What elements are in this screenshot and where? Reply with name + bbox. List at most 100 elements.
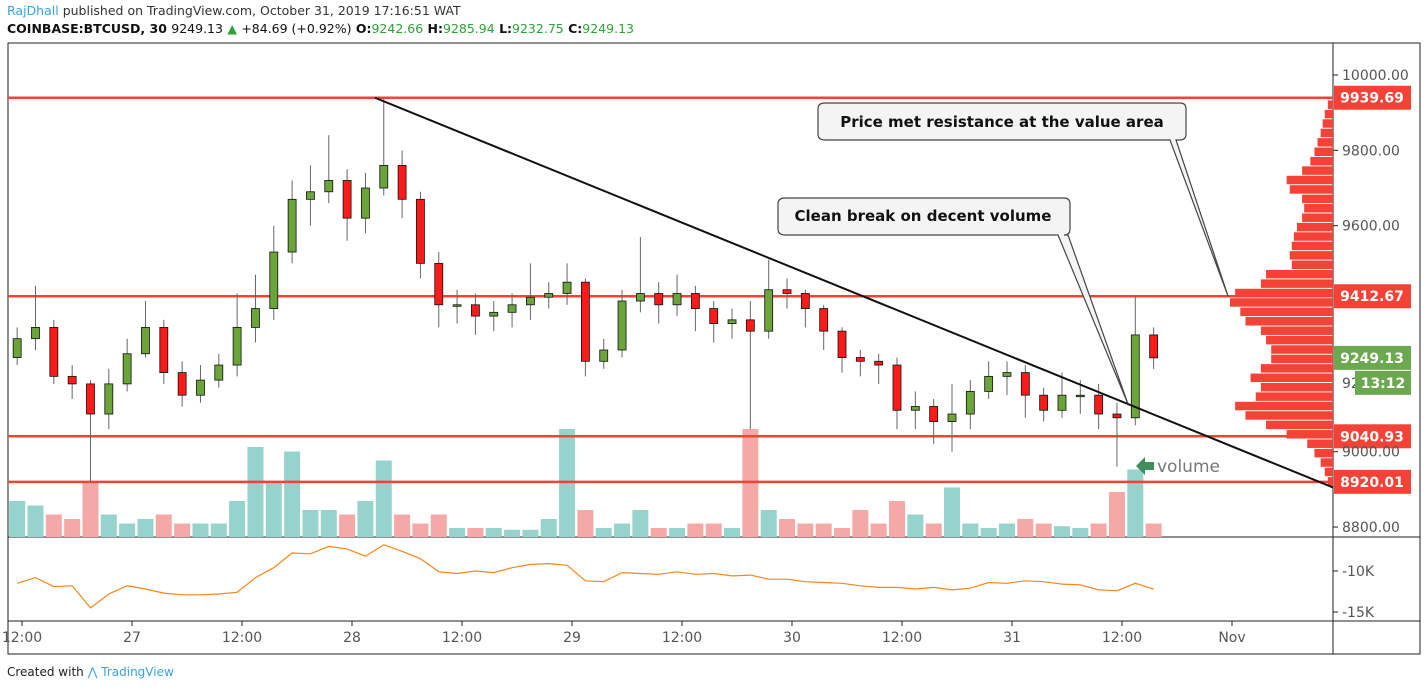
candle-body bbox=[67, 375, 77, 385]
volume-profile-bar bbox=[1324, 467, 1333, 477]
volume-profile-bar bbox=[1245, 411, 1333, 420]
volume-bar bbox=[760, 510, 777, 537]
volume-profile-bar bbox=[1235, 288, 1333, 298]
volume-bar bbox=[998, 523, 1015, 537]
volume-bar bbox=[504, 529, 521, 537]
volume-bar bbox=[1090, 523, 1107, 537]
volume-bar bbox=[650, 528, 667, 537]
candle-body bbox=[984, 375, 994, 392]
tradingview-brand[interactable]: TradingView bbox=[101, 665, 174, 679]
candle-body bbox=[306, 191, 315, 200]
volume-bar bbox=[595, 528, 612, 537]
candle bbox=[342, 169, 352, 241]
candle-body bbox=[635, 293, 645, 302]
candle bbox=[452, 289, 462, 324]
candle-body bbox=[892, 364, 902, 411]
candle bbox=[782, 278, 792, 309]
volume-annotation-text: volume bbox=[1157, 457, 1220, 477]
volume-profile-bar bbox=[1271, 345, 1333, 354]
candle bbox=[892, 357, 902, 430]
volume-bar bbox=[27, 505, 44, 537]
volume-profile-bar bbox=[1286, 430, 1333, 439]
candle-body bbox=[489, 311, 499, 317]
price-axis[interactable]: 10000.009800.009600.009000.008800.009292… bbox=[1333, 68, 1411, 536]
candle-body bbox=[1094, 394, 1104, 415]
candle bbox=[251, 274, 260, 343]
volume-bar bbox=[174, 523, 191, 537]
horizontal-levels[interactable]: 9939.69 9412.67 9040.93 8920.01 bbox=[8, 85, 1411, 494]
callout-clean-break-text: Clean break on decent volume bbox=[795, 207, 1052, 225]
candle-body bbox=[196, 379, 205, 396]
candle bbox=[526, 263, 535, 320]
level-price-label: 9412.67 bbox=[1340, 289, 1404, 305]
volume-bar bbox=[522, 529, 539, 537]
volume-annotation[interactable]: volume bbox=[1136, 457, 1220, 477]
candle bbox=[324, 135, 334, 204]
callout-resistance-text: Price met resistance at the value area bbox=[840, 113, 1164, 131]
volume-profile-bar bbox=[1260, 279, 1333, 288]
price-tick-label: 9800.00 bbox=[1342, 143, 1400, 159]
level-price-label-bg bbox=[1334, 424, 1411, 449]
volume-profile-bar bbox=[1324, 109, 1333, 119]
volume-profile-bar bbox=[1266, 269, 1333, 279]
volume-bar bbox=[724, 528, 741, 537]
candle bbox=[269, 225, 279, 320]
candle bbox=[1149, 327, 1159, 369]
volume-bars bbox=[9, 429, 1162, 537]
candle bbox=[1130, 296, 1140, 426]
level-price-label-bg bbox=[1334, 469, 1411, 494]
volume-bar bbox=[852, 510, 869, 537]
volume-profile-bar bbox=[1260, 326, 1333, 335]
volume-bar bbox=[577, 510, 594, 537]
time-tick-label: 12:00 bbox=[222, 630, 262, 646]
author-link[interactable]: RajDhall bbox=[7, 3, 59, 18]
candle bbox=[434, 252, 444, 328]
symbol-legend: COINBASE:BTCUSD, 30 9249.13 ▲ +84.69 (+0… bbox=[7, 21, 634, 36]
volume-profile-bar bbox=[1302, 194, 1333, 204]
time-tick-label: 28 bbox=[343, 630, 361, 646]
candle bbox=[599, 338, 609, 369]
close-value: 9249.13 bbox=[582, 21, 634, 36]
candle bbox=[544, 282, 554, 309]
volume-bar bbox=[1053, 526, 1070, 537]
candle-body bbox=[1149, 334, 1159, 359]
volume-bar bbox=[357, 501, 374, 537]
volume-bar bbox=[430, 514, 447, 537]
candle-body bbox=[764, 289, 774, 332]
volume-bar bbox=[1108, 492, 1125, 537]
symbol-name[interactable]: COINBASE:BTCUSD, 30 bbox=[7, 21, 167, 36]
volume-bar bbox=[1035, 523, 1052, 537]
candle bbox=[855, 349, 865, 377]
price-tick-label: 9000.00 bbox=[1342, 445, 1400, 461]
volume-bar bbox=[870, 523, 887, 537]
volume-bar bbox=[394, 514, 411, 537]
time-axis[interactable]: 12:00 27 12:00 28 12:00 29 12:00 30 12:00 31 12:00… bbox=[2, 621, 1246, 646]
callout-resistance[interactable]: Price met resistance at the value area bbox=[817, 102, 1229, 297]
trendline[interactable] bbox=[374, 96, 1334, 489]
time-tick-label: Nov bbox=[1218, 630, 1245, 646]
publish-info: RajDhall published on TradingView.com, O… bbox=[7, 3, 461, 18]
candle bbox=[654, 282, 664, 324]
tradingview-logo-icon[interactable]: ⋀ bbox=[87, 665, 98, 679]
volume-profile-bar bbox=[1307, 439, 1333, 448]
candle-body bbox=[855, 357, 865, 362]
volume-profile-bar bbox=[1230, 298, 1333, 307]
candle bbox=[727, 308, 737, 339]
candle-body bbox=[287, 198, 297, 253]
volume-bar bbox=[1017, 519, 1034, 537]
candle-body bbox=[159, 326, 169, 373]
callout-clean-break[interactable]: Clean break on decent volume bbox=[777, 197, 1129, 405]
volume-profile-bar bbox=[1314, 448, 1333, 458]
volume-profile-bar bbox=[1293, 232, 1333, 241]
volume-profile bbox=[1230, 100, 1333, 486]
level-price-label: 8920.01 bbox=[1340, 475, 1404, 491]
volume-bar bbox=[192, 523, 209, 537]
candle-body bbox=[910, 406, 920, 411]
volume-profile-bar bbox=[1289, 251, 1333, 260]
candle bbox=[874, 353, 884, 384]
candle bbox=[1112, 402, 1122, 467]
price-tick-label: 8800.00 bbox=[1342, 520, 1400, 536]
candle-body bbox=[86, 383, 95, 415]
time-tick-label: 12:00 bbox=[662, 630, 702, 646]
